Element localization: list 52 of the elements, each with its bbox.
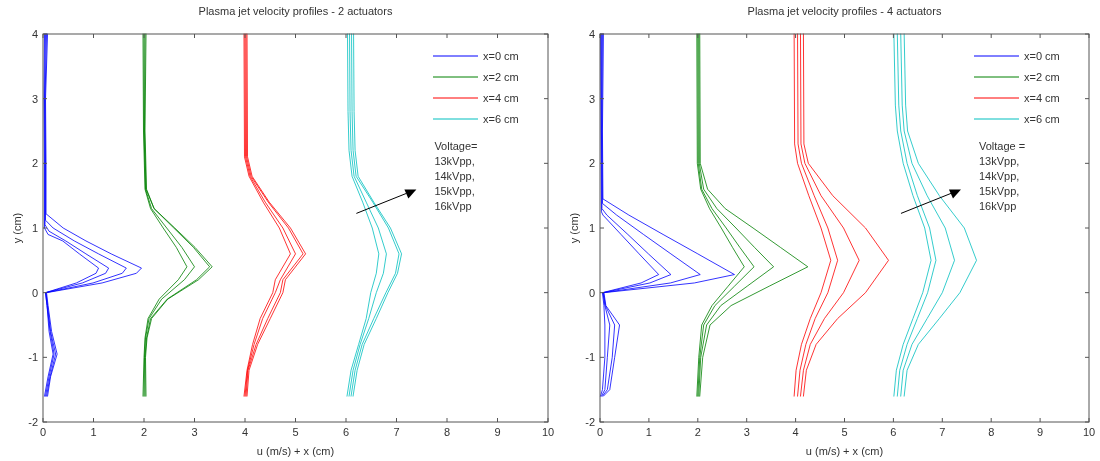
- x-tick-label: 5: [841, 426, 848, 438]
- x-tick-label: 5: [292, 426, 299, 438]
- legend-label: x=4 cm: [1024, 92, 1060, 104]
- y-tick-label: -2: [28, 416, 38, 428]
- y-tick-label: 3: [31, 92, 38, 105]
- x-tick-label: 4: [792, 426, 799, 438]
- x-tick-label: 6: [342, 426, 350, 438]
- y-tick-label: 2: [588, 157, 595, 170]
- x-tick-label: 9: [494, 426, 501, 438]
- x-tick-label: 2: [694, 426, 701, 438]
- chart-title: Plasma jet velocity profiles - 4 actuators: [747, 5, 942, 17]
- y-tick-label: 0: [31, 286, 38, 299]
- legend-label: x=6 cm: [1024, 113, 1060, 125]
- legend-label: x=2 cm: [1024, 71, 1060, 83]
- x-tick-label: 3: [743, 426, 750, 438]
- x-tick-label: 8: [443, 426, 451, 438]
- x-tick-label: 3: [191, 426, 198, 438]
- x-tick-label: 10: [541, 426, 555, 438]
- legend-label: x=0 cm: [483, 50, 519, 62]
- y-tick-label: 4: [588, 28, 595, 40]
- x-axis-title: u (m/s) + x (cm): [256, 445, 335, 457]
- annotation: Voltage= 13kVpp, 14kVpp, 15kVpp, 16kVpp: [434, 140, 478, 213]
- x-tick-label: 0: [596, 426, 604, 438]
- y-tick-label: -2: [585, 416, 595, 428]
- y-tick-label: 0: [588, 286, 595, 299]
- x-tick-label: 6: [890, 426, 897, 438]
- y-tick-label: 2: [31, 157, 38, 170]
- x-tick-label: 9: [1037, 426, 1044, 438]
- annotation: Voltage = 13kVpp, 14kVpp, 15kVpp, 16kVpp: [978, 140, 1026, 213]
- x-tick-label: 0: [39, 426, 47, 438]
- y-tick-label: 3: [588, 92, 595, 105]
- legend-label: x=6 cm: [483, 113, 519, 125]
- y-tick-label: 1: [31, 222, 38, 234]
- legend-label: x=2 cm: [483, 71, 519, 83]
- x-tick-label: 1: [645, 426, 652, 438]
- y-tick-label: -1: [585, 351, 595, 364]
- legend-label: x=0 cm: [1024, 50, 1060, 62]
- x-tick-label: 2: [140, 426, 148, 438]
- x-axis-title: u (m/s) + x (cm): [805, 445, 884, 457]
- x-tick-label: 10: [1082, 426, 1096, 438]
- chart-title: Plasma jet velocity profiles - 2 actuators: [198, 5, 393, 17]
- x-tick-label: 7: [939, 426, 946, 438]
- y-axis-title: y (cm): [11, 212, 23, 244]
- y-tick-label: -1: [28, 351, 38, 364]
- x-tick-label: 8: [988, 426, 995, 438]
- y-axis-title: y (cm): [568, 212, 580, 244]
- x-tick-label: 1: [90, 426, 97, 438]
- y-tick-label: 1: [588, 222, 595, 234]
- x-tick-label: 4: [241, 426, 249, 438]
- x-tick-label: 7: [393, 426, 400, 438]
- legend-label: x=4 cm: [483, 92, 519, 104]
- y-tick-label: 4: [31, 28, 38, 40]
